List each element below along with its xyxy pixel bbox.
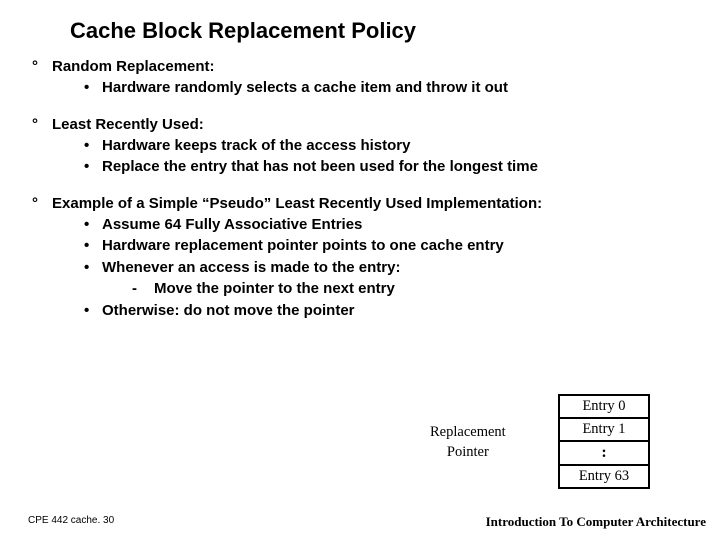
replacement-label: Replacement — [430, 424, 506, 440]
entry-63: Entry 63 — [559, 465, 649, 488]
sub-bullet: •Hardware keeps track of the access hist… — [32, 136, 700, 156]
bullet-heading: ° Example of a Simple “Pseudo” Least Rec… — [32, 195, 700, 213]
dot-icon: • — [84, 301, 102, 321]
footer-right: Introduction To Computer Architecture — [486, 514, 706, 530]
sub2-bullet-text: Move the pointer to the next entry — [154, 280, 395, 297]
pointer-label: Pointer — [447, 444, 489, 460]
bullet-heading: ° Random Replacement: — [32, 58, 700, 76]
bullet-heading: ° Least Recently Used: — [32, 116, 700, 134]
entry-1: Entry 1 — [559, 418, 649, 441]
sub-bullet: •Hardware replacement pointer points to … — [32, 236, 700, 256]
bullet-text: Least Recently Used: — [52, 116, 204, 134]
section-example: ° Example of a Simple “Pseudo” Least Rec… — [32, 195, 700, 321]
dot-icon: • — [84, 236, 102, 256]
sub-bullet-text: Assume 64 Fully Associative Entries — [102, 216, 362, 233]
sub2-bullet: -Move the pointer to the next entry — [32, 279, 700, 299]
sub-bullet-text: Hardware replacement pointer points to o… — [102, 237, 504, 254]
degree-icon: ° — [32, 195, 52, 213]
sub-bullet: •Otherwise: do not move the pointer — [32, 301, 700, 321]
slide-body: ° Random Replacement: •Hardware randomly… — [32, 58, 700, 338]
diagram-label: Replacement Pointer — [430, 422, 506, 463]
degree-icon: ° — [32, 58, 52, 76]
sub-bullet-text: Hardware keeps track of the access histo… — [102, 137, 410, 154]
dot-icon: • — [84, 258, 102, 278]
section-lru: ° Least Recently Used: •Hardware keeps t… — [32, 116, 700, 177]
sub-bullet-text: Hardware randomly selects a cache item a… — [102, 79, 508, 96]
entry-ellipsis: : — [559, 441, 649, 465]
sub-bullet: •Hardware randomly selects a cache item … — [32, 78, 700, 98]
cache-entries-table: Entry 0 Entry 1 : Entry 63 — [558, 394, 650, 489]
sub-bullet: •Whenever an access is made to the entry… — [32, 258, 700, 278]
sub-bullet-text: Whenever an access is made to the entry: — [102, 259, 400, 276]
sub-bullet-text: Otherwise: do not move the pointer — [102, 302, 355, 319]
dot-icon: • — [84, 157, 102, 177]
table-row: : — [559, 441, 649, 465]
table-row: Entry 0 — [559, 395, 649, 418]
sub-bullet: •Replace the entry that has not been use… — [32, 157, 700, 177]
dot-icon: • — [84, 136, 102, 156]
sub-bullet: •Assume 64 Fully Associative Entries — [32, 215, 700, 235]
section-random: ° Random Replacement: •Hardware randomly… — [32, 58, 700, 98]
entry-0: Entry 0 — [559, 395, 649, 418]
sub-bullet-text: Replace the entry that has not been used… — [102, 158, 538, 175]
bullet-text: Random Replacement: — [52, 58, 215, 76]
dot-icon: • — [84, 215, 102, 235]
footer-left: CPE 442 cache. 30 — [28, 515, 114, 526]
dash-icon: - — [132, 279, 154, 299]
table-row: Entry 63 — [559, 465, 649, 488]
slide-title: Cache Block Replacement Policy — [70, 18, 416, 44]
degree-icon: ° — [32, 116, 52, 134]
dot-icon: • — [84, 78, 102, 98]
table-row: Entry 1 — [559, 418, 649, 441]
bullet-text: Example of a Simple “Pseudo” Least Recen… — [52, 195, 542, 213]
